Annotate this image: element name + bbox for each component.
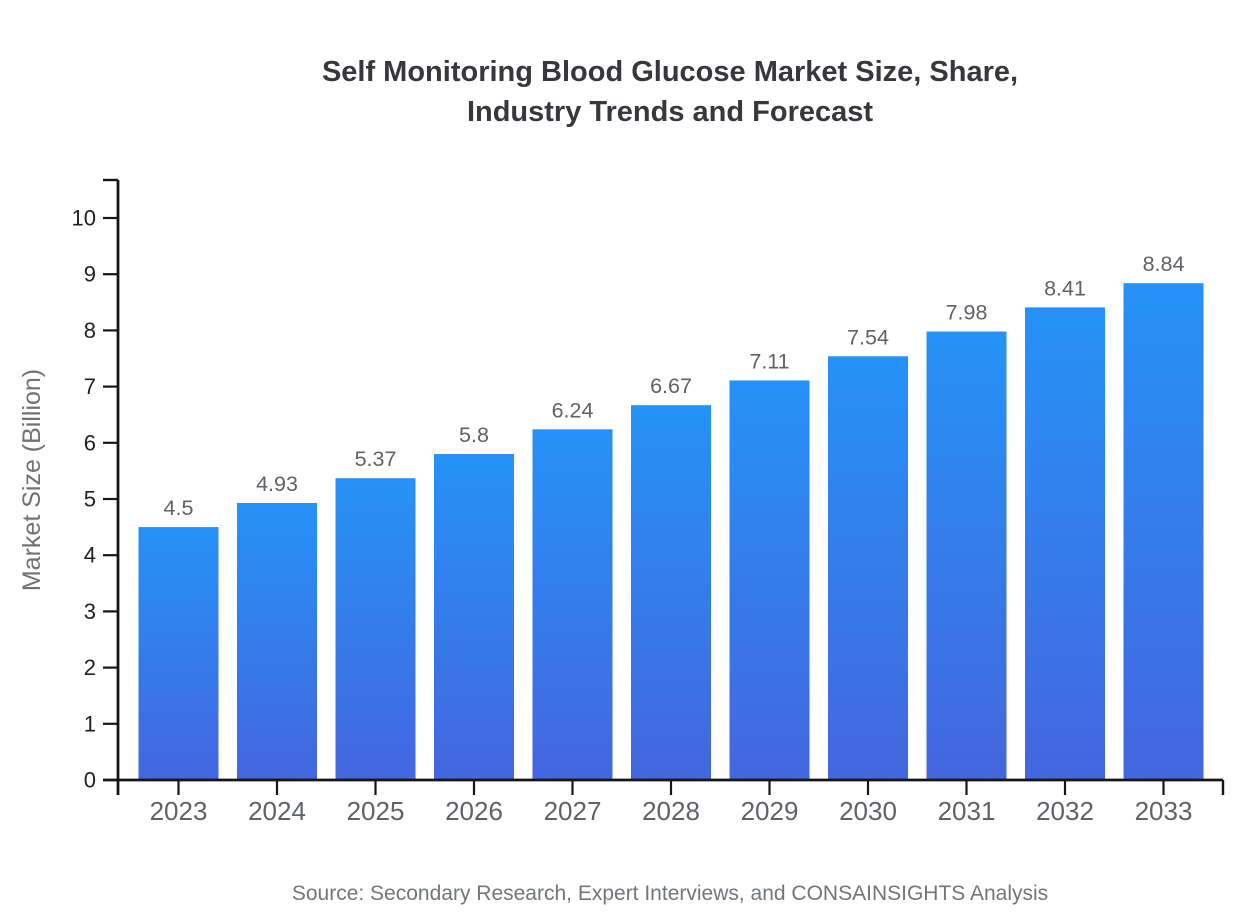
bar-value-label: 8.84 <box>1143 252 1185 276</box>
x-tick-label: 2028 <box>642 796 700 826</box>
bar <box>631 405 711 780</box>
y-tick-label: 0 <box>84 768 96 793</box>
y-tick-label: 5 <box>84 487 96 512</box>
bar <box>828 356 908 780</box>
y-tick-label: 2 <box>84 655 96 680</box>
bar-value-label: 6.67 <box>650 374 692 398</box>
bar-value-label: 5.37 <box>355 447 397 471</box>
y-axis-title: Market Size (Billion) <box>18 369 46 591</box>
y-tick-label: 1 <box>84 711 96 736</box>
y-tick-label: 4 <box>84 543 96 568</box>
bar <box>434 454 514 780</box>
x-axis-ticks: 2023 2024 2025 2026 2027 2028 2029 2030 2031 2032… <box>150 780 1193 826</box>
y-tick-label: 6 <box>84 430 96 455</box>
bar <box>335 478 416 780</box>
bar-value-label: 7.11 <box>749 349 789 373</box>
x-tick-label: 2029 <box>741 796 799 826</box>
source-note: Source: Secondary Research, Expert Inter… <box>292 882 1048 905</box>
bar-value-label: 8.41 <box>1044 276 1086 300</box>
bar-value-label: 6.24 <box>552 398 594 422</box>
x-tick-label: 2024 <box>248 796 306 826</box>
bar <box>729 380 810 780</box>
x-tick-label: 2026 <box>445 796 503 826</box>
bar <box>1025 307 1105 780</box>
y-axis-ticks: 0 1 2 3 4 5 6 7 8 9 10 <box>72 206 118 793</box>
y-tick-label: 3 <box>84 599 96 624</box>
y-tick-label: 7 <box>84 374 96 399</box>
bar-value-label: 4.5 <box>164 496 194 520</box>
y-tick-label: 9 <box>84 262 96 287</box>
x-tick-label: 2031 <box>938 796 996 826</box>
bar-value-label: 4.93 <box>256 472 298 496</box>
axes-lines <box>103 178 1225 795</box>
x-tick-label: 2033 <box>1135 796 1193 826</box>
value-labels-group: 4.5 4.93 5.37 5.8 6.24 6.67 7.11 7.54 7.98 8.41 8.… <box>164 252 1185 520</box>
y-tick-label: 8 <box>84 318 96 343</box>
bar <box>926 331 1007 780</box>
bar <box>1123 283 1204 780</box>
chart-title-line1: Self Monitoring Blood Glucose Market Siz… <box>322 56 1018 88</box>
x-tick-label: 2027 <box>544 796 602 826</box>
bar <box>237 502 317 780</box>
x-tick-label: 2023 <box>150 796 208 826</box>
bars-group <box>138 283 1204 780</box>
chart-title-line2: Industry Trends and Forecast <box>467 96 873 128</box>
bar <box>532 429 613 780</box>
y-tick-label: 10 <box>72 206 96 231</box>
bar-value-label: 7.54 <box>847 325 889 349</box>
bar-value-label: 5.8 <box>459 423 489 447</box>
bar-value-label: 7.98 <box>946 301 988 325</box>
x-tick-label: 2030 <box>839 796 897 826</box>
x-tick-label: 2025 <box>347 796 405 826</box>
bar <box>138 527 219 780</box>
x-tick-label: 2032 <box>1036 796 1094 826</box>
